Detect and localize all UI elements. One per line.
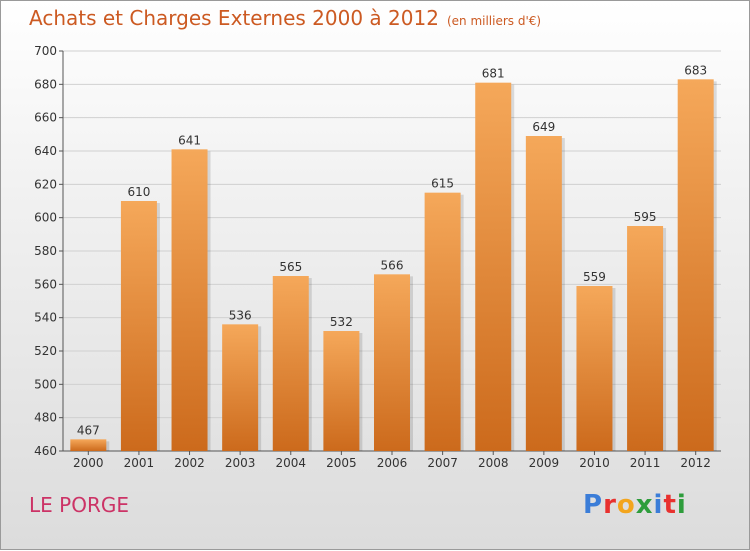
data-label: 615 — [431, 177, 454, 191]
bar — [627, 226, 664, 451]
x-tick-label: 2011 — [630, 456, 661, 470]
chart-title: Achats et Charges Externes 2000 à 2012 (e… — [29, 6, 541, 30]
data-label: 565 — [279, 260, 302, 274]
data-label: 532 — [330, 315, 353, 329]
bar — [576, 286, 613, 451]
x-tick-label: 2002 — [174, 456, 205, 470]
x-tick-label: 2005 — [326, 456, 357, 470]
y-tick-label: 700 — [34, 44, 57, 58]
bar — [424, 192, 461, 451]
x-tick-label: 2010 — [579, 456, 610, 470]
bar — [677, 79, 714, 451]
data-label: 641 — [178, 133, 201, 147]
bar — [171, 149, 208, 452]
data-label: 536 — [229, 308, 252, 322]
logo-letter: i — [676, 490, 687, 520]
y-tick-label: 620 — [34, 177, 57, 191]
title-text: Achats et Charges Externes 2000 à 2012 — [29, 6, 439, 30]
logo-letter: o — [616, 490, 636, 520]
bar — [475, 82, 512, 452]
y-tick-label: 460 — [34, 444, 57, 458]
logo-letter: r — [603, 490, 617, 520]
bar — [272, 276, 309, 451]
data-label: 683 — [684, 63, 707, 77]
x-tick-label: 2001 — [124, 456, 155, 470]
y-tick-label: 480 — [34, 411, 57, 425]
y-tick-label: 560 — [34, 277, 57, 291]
logo-letter: t — [663, 490, 677, 520]
x-tick-label: 2004 — [275, 456, 306, 470]
y-tick-label: 640 — [34, 144, 57, 158]
data-label: 649 — [532, 120, 555, 134]
x-tick-label: 2006 — [377, 456, 408, 470]
x-tick-label: 2008 — [478, 456, 509, 470]
data-label: 595 — [634, 210, 657, 224]
x-tick-label: 2009 — [529, 456, 560, 470]
logo-letter: i — [653, 490, 664, 520]
logo-letter: x — [635, 490, 654, 520]
bar — [525, 136, 562, 451]
chart-subtitle: (en milliers d'€) — [446, 14, 542, 28]
x-tick-label: 2000 — [73, 456, 104, 470]
x-tick-label: 2007 — [427, 456, 458, 470]
y-tick-label: 660 — [34, 111, 57, 125]
data-label: 559 — [583, 270, 606, 284]
proxiti-logo: Proxiti — [583, 490, 687, 520]
y-tick-label: 680 — [34, 77, 57, 91]
bar — [374, 274, 410, 451]
bar — [70, 439, 107, 451]
y-tick-label: 540 — [34, 311, 57, 325]
data-label: 467 — [77, 423, 100, 437]
data-label: 681 — [482, 67, 505, 81]
logo-letter: P — [583, 490, 604, 520]
y-tick-label: 580 — [34, 244, 57, 258]
y-tick-label: 600 — [34, 211, 57, 225]
x-tick-label: 2012 — [680, 456, 711, 470]
bar — [120, 201, 157, 451]
x-tick-label: 2003 — [225, 456, 256, 470]
y-tick-label: 520 — [34, 344, 57, 358]
commune-name: LE PORGE — [29, 493, 129, 517]
y-tick-label: 500 — [34, 377, 57, 391]
data-label: 610 — [127, 185, 150, 199]
data-label: 566 — [381, 258, 404, 272]
bar — [323, 331, 360, 451]
bar — [222, 324, 259, 451]
